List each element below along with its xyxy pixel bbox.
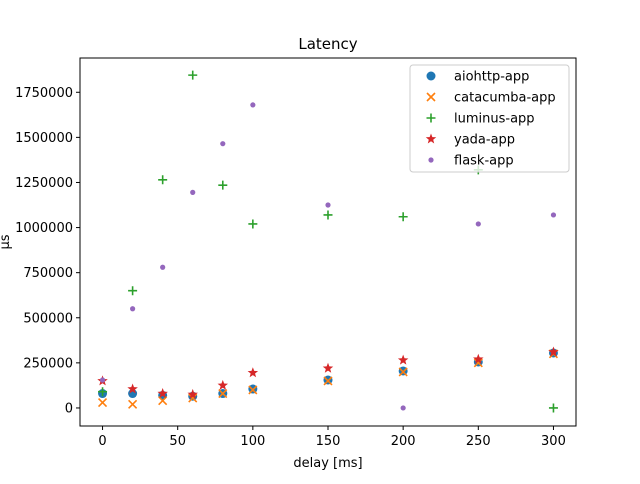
x-tick-label: 200	[391, 434, 416, 449]
data-point-flask-app	[190, 189, 196, 195]
legend-box	[409, 64, 570, 173]
y-axis-ticks: 0 250000 500000 750000 1000000 1250000 1500000…	[15, 86, 80, 416]
y-tick-label: 500000	[23, 311, 73, 326]
data-point-luminus-app	[323, 210, 333, 220]
x-axis-ticks: 0 50 100 150 200 250 300	[98, 426, 566, 449]
data-point-catacumba-app	[473, 358, 483, 368]
data-point-flask-app	[250, 102, 256, 108]
legend-marker-aiohttp-app	[426, 71, 436, 81]
legend-marker-luminus-app	[426, 113, 436, 123]
data-point-yada-app	[322, 362, 334, 373]
data-point-luminus-app	[398, 212, 408, 222]
data-point-yada-app	[187, 388, 198, 399]
legend-label-yada-app: yada-app	[454, 133, 515, 148]
data-point-flask-app	[130, 306, 136, 312]
legend-marker-yada-app	[425, 133, 437, 144]
x-tick-label: 100	[240, 434, 265, 449]
data-point-yada-app	[127, 383, 138, 394]
data-point-flask-app	[325, 202, 331, 208]
y-axis-label: μs	[0, 234, 13, 249]
data-point-yada-app	[473, 353, 484, 364]
data-point-yada-app	[247, 367, 259, 378]
x-tick-label: 0	[98, 434, 106, 449]
plot-area-frame	[79, 57, 577, 427]
data-point-catacumba-app	[248, 385, 258, 395]
y-tick-label: 1500000	[15, 131, 73, 146]
data-point-catacumba-app	[97, 397, 108, 408]
data-point-luminus-app	[218, 180, 228, 190]
legend-label-aiohttp-app: aiohttp-app	[454, 70, 529, 85]
legend-label-flask-app: flask-app	[454, 154, 514, 169]
data-point-flask-app	[99, 377, 106, 383]
data-point-catacumba-app	[158, 396, 168, 406]
data-point-yada-app	[548, 346, 559, 357]
y-tick-label: 1750000	[15, 86, 73, 101]
x-tick-label: 300	[541, 434, 566, 449]
data-points	[97, 70, 559, 413]
data-point-luminus-app	[248, 219, 258, 229]
legend: aiohttp-app catacumba-app luminus-app yada-…	[409, 64, 570, 173]
x-tick-label: 250	[466, 434, 491, 449]
data-point-catacumba-app	[218, 388, 228, 399]
y-tick-label: 250000	[23, 356, 73, 371]
data-point-catacumba-app	[188, 393, 198, 403]
data-point-flask-app	[220, 141, 226, 147]
data-point-yada-app	[217, 379, 229, 390]
y-tick-label: 1000000	[15, 221, 73, 236]
legend-label-catacumba-app: catacumba-app	[454, 91, 556, 106]
data-point-luminus-app	[188, 70, 198, 80]
data-point-yada-app	[157, 388, 168, 398]
data-point-flask-app	[160, 264, 166, 270]
legend-marker-flask-app	[428, 157, 434, 163]
y-tick-label: 750000	[23, 266, 73, 281]
data-point-catacumba-app	[323, 376, 333, 386]
data-point-catacumba-app	[398, 367, 408, 377]
legend-marker-catacumba-app	[426, 92, 436, 102]
y-tick-label: 1250000	[15, 176, 73, 191]
chart-title: Latency	[298, 35, 357, 53]
data-point-luminus-app	[548, 403, 558, 413]
data-point-luminus-app	[158, 175, 168, 185]
y-tick-label: 0	[65, 401, 73, 416]
series-flask-app	[99, 102, 557, 411]
data-point-luminus-app	[128, 286, 138, 296]
data-point-catacumba-app	[128, 399, 138, 409]
data-point-flask-app	[475, 221, 481, 227]
x-tick-label: 150	[316, 434, 341, 449]
data-point-yada-app	[397, 354, 409, 365]
x-axis-label: delay [ms]	[293, 456, 362, 471]
x-tick-label: 50	[169, 434, 186, 449]
data-point-flask-app	[550, 212, 557, 218]
legend-label-luminus-app: luminus-app	[454, 112, 535, 127]
data-point-flask-app	[400, 405, 406, 411]
data-point-luminus-app	[98, 387, 108, 397]
